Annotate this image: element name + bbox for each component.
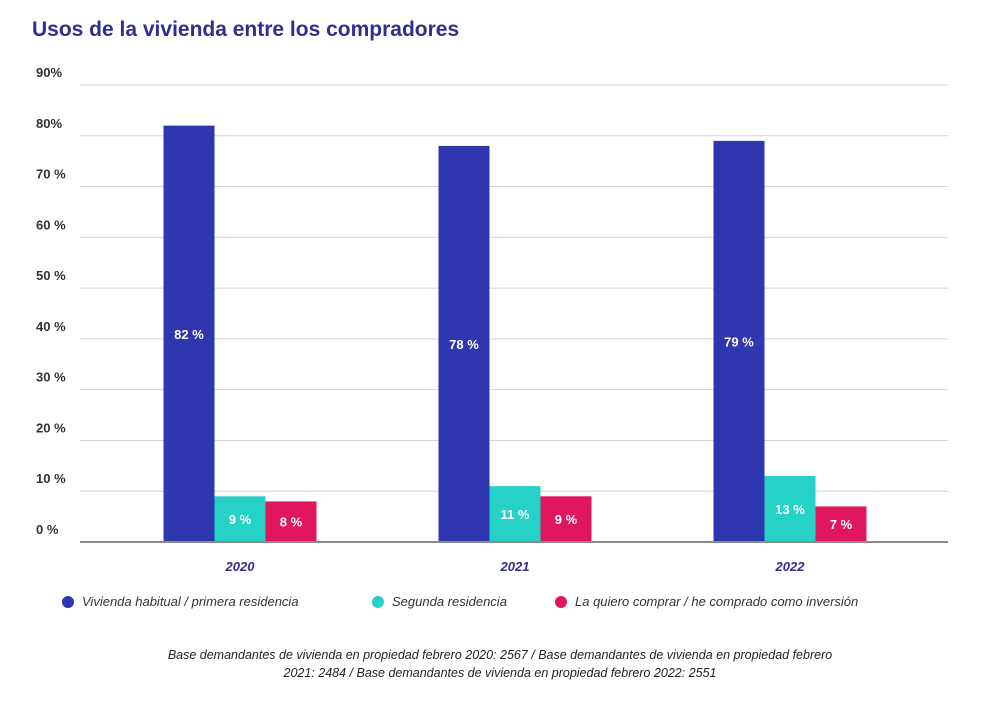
bar bbox=[265, 501, 317, 542]
data-label: 9 % bbox=[229, 512, 252, 527]
y-tick-label: 10 % bbox=[36, 471, 66, 486]
legend-item-inversion: La quiero comprar / he comprado como inv… bbox=[555, 594, 858, 609]
x-tick-label: 2022 bbox=[775, 559, 806, 574]
legend-dot-icon bbox=[372, 595, 384, 608]
x-tick-label: 2020 bbox=[225, 559, 256, 574]
data-label: 11 % bbox=[501, 507, 530, 522]
bar bbox=[163, 125, 215, 542]
bar bbox=[764, 475, 816, 542]
legend: Vivienda habitual / primera residencia S… bbox=[0, 594, 1000, 614]
bar-chart: 0 % 10 % 20 % 30 % 40 % 50 % 60 % 70 % 80% 90% 82 … bbox=[36, 65, 948, 574]
legend-dot-icon bbox=[62, 595, 74, 608]
x-tick-label: 2021 bbox=[500, 559, 530, 574]
y-tick-label: 60 % bbox=[36, 217, 66, 232]
bar bbox=[489, 486, 541, 542]
y-tick-label: 70 % bbox=[36, 167, 66, 182]
legend-dot-icon bbox=[555, 595, 567, 608]
legend-label: Segunda residencia bbox=[392, 594, 507, 609]
data-label: 79 % bbox=[724, 334, 754, 349]
footnote-line-1: Base demandantes de vivienda en propieda… bbox=[167, 648, 833, 662]
legend-item-segunda-residencia: Segunda residencia bbox=[372, 594, 507, 609]
bar bbox=[438, 145, 490, 542]
data-label: 78 % bbox=[449, 337, 479, 352]
y-tick-label: 80% bbox=[36, 116, 62, 131]
data-label: 82 % bbox=[174, 327, 204, 342]
y-tick-label: 50 % bbox=[36, 268, 66, 283]
data-label: 13 % bbox=[775, 502, 805, 517]
bar bbox=[815, 506, 867, 542]
chart-title: Usos de la vivienda entre los compradore… bbox=[32, 18, 460, 41]
bar bbox=[713, 140, 765, 542]
y-tick-label: 40 % bbox=[36, 319, 66, 334]
footnote: Base demandantes de vivienda en propieda… bbox=[80, 646, 920, 682]
data-label: 9 % bbox=[555, 512, 578, 527]
y-tick-label: 90% bbox=[36, 65, 62, 80]
bar bbox=[214, 496, 266, 542]
legend-label: La quiero comprar / he comprado como inv… bbox=[575, 594, 859, 609]
y-tick-label: 20 % bbox=[36, 420, 66, 435]
legend-label: Vivienda habitual / primera residencia bbox=[82, 594, 299, 609]
footnote-line-2: 2021: 2484 / Base demandantes de viviend… bbox=[283, 666, 717, 680]
bar bbox=[540, 496, 592, 542]
y-tick-label: 30 % bbox=[36, 370, 66, 385]
y-tick-label: 0 % bbox=[36, 522, 59, 537]
legend-item-vivienda-habitual: Vivienda habitual / primera residencia bbox=[62, 594, 299, 609]
data-label: 8 % bbox=[280, 515, 303, 530]
data-label: 7 % bbox=[830, 517, 853, 532]
